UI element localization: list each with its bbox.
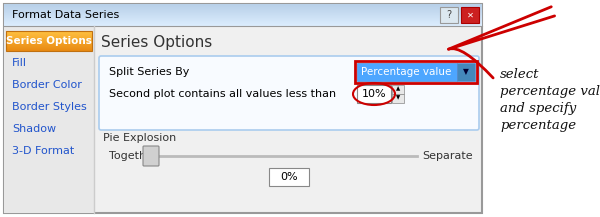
Text: Fill: Fill — [12, 58, 27, 68]
FancyBboxPatch shape — [143, 146, 159, 166]
Text: Second plot contains all values less than: Second plot contains all values less tha… — [109, 89, 336, 99]
FancyBboxPatch shape — [6, 36, 92, 37]
FancyBboxPatch shape — [4, 22, 482, 23]
FancyBboxPatch shape — [6, 43, 92, 44]
FancyBboxPatch shape — [6, 32, 92, 33]
FancyBboxPatch shape — [6, 31, 92, 32]
FancyBboxPatch shape — [4, 8, 482, 9]
FancyBboxPatch shape — [4, 9, 482, 10]
FancyBboxPatch shape — [6, 45, 92, 46]
FancyBboxPatch shape — [4, 6, 482, 7]
Text: Separate: Separate — [422, 151, 473, 161]
FancyBboxPatch shape — [392, 94, 404, 103]
FancyBboxPatch shape — [457, 63, 475, 81]
FancyBboxPatch shape — [6, 39, 92, 40]
FancyBboxPatch shape — [4, 15, 482, 16]
Text: Border Color: Border Color — [12, 80, 82, 90]
FancyBboxPatch shape — [4, 20, 482, 21]
FancyBboxPatch shape — [4, 10, 482, 11]
FancyBboxPatch shape — [4, 23, 482, 24]
Text: Border Styles: Border Styles — [12, 102, 87, 112]
FancyBboxPatch shape — [6, 46, 92, 47]
FancyBboxPatch shape — [4, 21, 482, 22]
Text: ▼: ▼ — [463, 67, 469, 77]
FancyBboxPatch shape — [357, 85, 391, 103]
FancyBboxPatch shape — [6, 40, 92, 41]
Text: Together: Together — [109, 151, 158, 161]
FancyBboxPatch shape — [6, 34, 92, 35]
Text: ▲: ▲ — [396, 87, 400, 92]
Text: ▼: ▼ — [396, 95, 400, 100]
FancyBboxPatch shape — [4, 19, 482, 20]
FancyBboxPatch shape — [6, 37, 92, 38]
FancyBboxPatch shape — [6, 35, 92, 36]
FancyBboxPatch shape — [6, 38, 92, 39]
Text: 0%: 0% — [280, 172, 298, 182]
Text: ✕: ✕ — [467, 10, 473, 20]
Text: Split Series By: Split Series By — [109, 67, 190, 77]
Text: Percentage value: Percentage value — [361, 67, 451, 77]
FancyBboxPatch shape — [6, 42, 92, 43]
FancyBboxPatch shape — [461, 7, 479, 23]
FancyBboxPatch shape — [4, 5, 482, 6]
FancyBboxPatch shape — [4, 24, 482, 25]
FancyBboxPatch shape — [6, 41, 92, 42]
FancyBboxPatch shape — [99, 56, 479, 130]
FancyBboxPatch shape — [4, 12, 482, 13]
FancyBboxPatch shape — [6, 48, 92, 49]
FancyBboxPatch shape — [4, 18, 482, 19]
FancyBboxPatch shape — [6, 47, 92, 48]
Text: percentage: percentage — [500, 119, 576, 132]
FancyBboxPatch shape — [4, 14, 482, 15]
FancyBboxPatch shape — [4, 7, 482, 8]
Text: select: select — [500, 68, 539, 81]
FancyBboxPatch shape — [6, 49, 92, 50]
FancyBboxPatch shape — [4, 26, 94, 213]
FancyBboxPatch shape — [440, 7, 458, 23]
FancyBboxPatch shape — [6, 50, 92, 51]
FancyBboxPatch shape — [4, 25, 482, 26]
Text: Series Options: Series Options — [101, 35, 212, 49]
FancyBboxPatch shape — [269, 168, 309, 186]
FancyBboxPatch shape — [6, 33, 92, 34]
FancyBboxPatch shape — [4, 4, 482, 213]
FancyBboxPatch shape — [4, 11, 482, 12]
Text: Format Data Series: Format Data Series — [12, 10, 119, 20]
Text: Shadow: Shadow — [12, 124, 56, 134]
FancyBboxPatch shape — [6, 44, 92, 45]
Text: and specify: and specify — [500, 102, 576, 115]
Text: percentage value: percentage value — [500, 85, 600, 98]
FancyBboxPatch shape — [4, 17, 482, 18]
FancyBboxPatch shape — [4, 16, 482, 17]
FancyBboxPatch shape — [357, 63, 457, 81]
Text: Pie Explosion: Pie Explosion — [103, 133, 176, 143]
FancyBboxPatch shape — [4, 13, 482, 14]
FancyBboxPatch shape — [392, 85, 404, 94]
Text: 10%: 10% — [362, 89, 386, 99]
FancyBboxPatch shape — [4, 4, 482, 5]
Text: 3-D Format: 3-D Format — [12, 146, 74, 156]
Text: ?: ? — [446, 10, 452, 20]
Text: Series Options: Series Options — [6, 36, 92, 46]
